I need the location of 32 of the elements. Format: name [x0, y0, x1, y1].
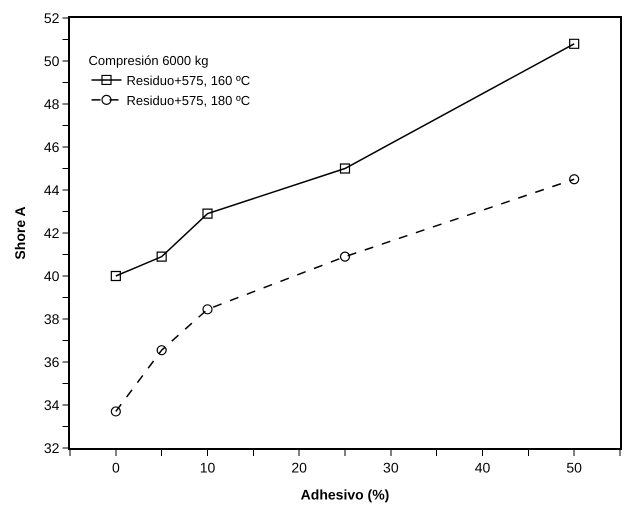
- y-tick-label: 32: [44, 440, 60, 456]
- point: [340, 163, 350, 174]
- x-tick-label: 20: [291, 460, 308, 476]
- y-tick-label: 46: [44, 138, 60, 155]
- x-tick-label: 30: [383, 460, 399, 476]
- point: [156, 345, 167, 356]
- y-axis-title: Shore A: [12, 206, 28, 260]
- legend-title: Compresión 6000 kg: [88, 53, 208, 68]
- y-tick-label: 42: [44, 224, 60, 241]
- y-tick-label: 38: [44, 310, 60, 327]
- point: [202, 304, 213, 314]
- point: [569, 174, 580, 184]
- y-tick-label: 40: [44, 268, 60, 284]
- y-tick-label: 52: [44, 10, 60, 26]
- point: [202, 208, 213, 219]
- x-tick-label: 10: [200, 460, 216, 476]
- point: [340, 252, 350, 262]
- x-tick-label: 40: [474, 460, 490, 476]
- y-tick-label: 34: [44, 396, 60, 413]
- x-tick-label: 0: [112, 460, 120, 476]
- y-tick-label: 48: [44, 96, 60, 112]
- legend-label: Residuo+575, 160 ºC: [126, 73, 250, 88]
- y-tick-label: 36: [44, 354, 60, 370]
- y-tick-label: 44: [44, 182, 60, 198]
- point: [110, 406, 121, 417]
- legend-label: Residuo+575, 180 ºC: [126, 92, 250, 108]
- y-tick-label: 50: [44, 52, 60, 69]
- point: [110, 270, 121, 282]
- point: [156, 252, 167, 262]
- point: [569, 38, 580, 49]
- x-axis-title: Adhesivo (%): [300, 486, 390, 502]
- x-tick-label: 50: [566, 460, 582, 476]
